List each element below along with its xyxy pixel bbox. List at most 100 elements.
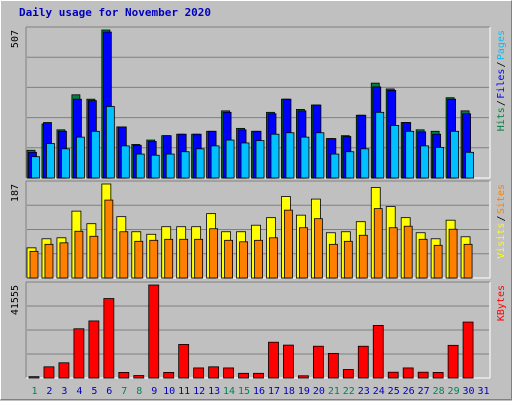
bar-kbytes bbox=[253, 372, 264, 379]
bar-pages bbox=[120, 145, 130, 179]
bar-sites bbox=[269, 237, 278, 279]
bar-kbytes bbox=[342, 369, 354, 379]
bar-sites bbox=[299, 227, 308, 279]
bar-kbytes bbox=[283, 344, 294, 379]
bar-kbytes bbox=[73, 328, 85, 379]
bar-sites bbox=[358, 234, 368, 279]
bar-sites bbox=[149, 239, 159, 279]
bar-pages bbox=[435, 146, 445, 179]
legend-separator: / bbox=[496, 100, 507, 106]
bar-pages bbox=[180, 151, 190, 179]
x-tick-label-25: 25 bbox=[388, 386, 400, 397]
bar-pages bbox=[105, 106, 115, 179]
x-tick-label-26: 26 bbox=[403, 386, 415, 397]
bar-kbytes bbox=[58, 362, 70, 379]
bar-sites bbox=[164, 238, 174, 279]
bar-kbytes bbox=[163, 372, 175, 379]
x-tick-label-1: 1 bbox=[31, 386, 37, 397]
bar-sites bbox=[284, 209, 293, 279]
bar-kbytes bbox=[447, 344, 459, 379]
bar-kbytes bbox=[148, 284, 160, 379]
x-tick-label-22: 22 bbox=[343, 386, 355, 397]
bar-pages bbox=[270, 133, 280, 179]
bar-pages bbox=[90, 130, 100, 179]
bar-kbytes bbox=[103, 298, 115, 379]
bar-kbytes bbox=[238, 372, 249, 379]
x-tick-label-29: 29 bbox=[448, 386, 460, 397]
x-tick-label-15: 15 bbox=[238, 386, 250, 397]
bar-pages bbox=[165, 153, 175, 179]
bar-kbytes bbox=[88, 320, 100, 379]
x-tick-label-24: 24 bbox=[373, 386, 385, 397]
bar-kbytes bbox=[178, 344, 190, 379]
x-tick-label-28: 28 bbox=[433, 386, 445, 397]
bar-sites bbox=[403, 225, 413, 279]
bar-kbytes bbox=[432, 372, 444, 379]
bar-sites bbox=[44, 243, 54, 279]
bar-sites bbox=[343, 240, 353, 279]
bar-kbytes bbox=[268, 341, 279, 379]
y-max-label: 41555 bbox=[10, 285, 21, 315]
bar-kbytes bbox=[372, 325, 384, 379]
bar-pages bbox=[390, 125, 400, 179]
bar-pages bbox=[375, 111, 385, 179]
bar-pages bbox=[195, 148, 205, 179]
bar-sites bbox=[328, 243, 338, 279]
bar-sites bbox=[418, 238, 428, 279]
bar-kbytes bbox=[312, 345, 324, 379]
x-tick-label-4: 4 bbox=[76, 386, 82, 397]
bar-kbytes bbox=[28, 376, 40, 379]
bar-sites bbox=[254, 239, 263, 279]
x-tick-label-30: 30 bbox=[463, 386, 475, 397]
bar-pages bbox=[420, 145, 430, 179]
bar-sites bbox=[134, 240, 144, 279]
x-tick-label-12: 12 bbox=[193, 386, 205, 397]
bar-sites bbox=[74, 230, 84, 279]
bar-sites bbox=[373, 208, 383, 279]
bar-sites bbox=[433, 244, 443, 279]
chart-title: Daily usage for November 2020 bbox=[19, 6, 212, 19]
x-tick-label-31: 31 bbox=[477, 386, 489, 397]
bar-pages bbox=[135, 153, 145, 179]
x-tick-label-20: 20 bbox=[313, 386, 325, 397]
bar-sites bbox=[59, 242, 69, 279]
bar-pages bbox=[46, 143, 55, 179]
bar-pages bbox=[300, 136, 310, 179]
legend-separator: / bbox=[496, 216, 507, 222]
bar-kbytes bbox=[462, 321, 474, 379]
bar-pages bbox=[330, 153, 340, 179]
x-tick-label-17: 17 bbox=[268, 386, 280, 397]
bar-sites bbox=[463, 243, 473, 279]
bar-kbytes bbox=[327, 352, 339, 379]
bar-pages bbox=[465, 151, 474, 179]
bar-pages bbox=[255, 140, 265, 179]
bar-pages bbox=[450, 130, 459, 179]
legend-kbytes: KBytes bbox=[496, 285, 507, 321]
bar-pages bbox=[61, 148, 70, 179]
bar-pages bbox=[76, 136, 85, 179]
y-max-label: 187 bbox=[10, 184, 21, 202]
x-tick-label-10: 10 bbox=[163, 386, 175, 397]
bar-kbytes bbox=[193, 367, 205, 379]
bar-pages bbox=[225, 139, 235, 179]
bar-sites bbox=[224, 239, 233, 279]
x-tick-label-19: 19 bbox=[298, 386, 310, 397]
bar-pages bbox=[405, 130, 415, 179]
legend-separator: / bbox=[496, 62, 507, 68]
legend-sites: Sites bbox=[496, 184, 507, 214]
x-tick-label-3: 3 bbox=[61, 386, 67, 397]
bar-kbytes bbox=[387, 371, 399, 379]
bar-sites bbox=[89, 235, 99, 279]
bar-kbytes bbox=[43, 366, 55, 379]
bar-kbytes bbox=[402, 367, 414, 379]
y-max-label: 507 bbox=[10, 30, 21, 48]
bar-kbytes bbox=[357, 345, 369, 379]
x-tick-label-21: 21 bbox=[328, 386, 340, 397]
bar-sites bbox=[179, 238, 189, 279]
bar-kbytes bbox=[298, 375, 309, 379]
x-tick-label-18: 18 bbox=[283, 386, 295, 397]
bar-sites bbox=[104, 199, 114, 279]
bar-kbytes bbox=[118, 372, 130, 379]
